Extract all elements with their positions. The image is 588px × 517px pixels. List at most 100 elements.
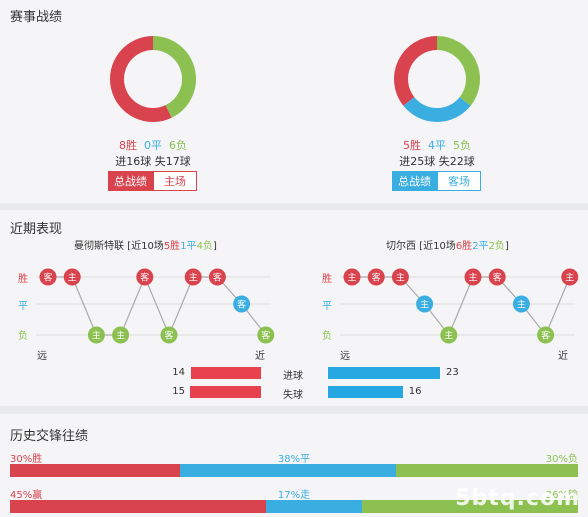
away-team-name: 切尔西 bbox=[386, 241, 416, 252]
form-venue-label: 客 bbox=[140, 272, 149, 284]
form-point-w bbox=[391, 268, 409, 286]
form-point-w bbox=[561, 268, 579, 286]
form-trend-line bbox=[48, 275, 267, 337]
away-axis-win: 胜 bbox=[322, 274, 332, 285]
goals-against-label: 失球 bbox=[283, 390, 303, 401]
bar-segment-loss bbox=[362, 500, 578, 513]
home-axis-win: 胜 bbox=[18, 274, 28, 285]
away-axis-draw: 平 bbox=[322, 301, 332, 312]
home-tab-overall[interactable]: 总战绩 bbox=[108, 171, 153, 191]
form-venue-label: 客 bbox=[372, 272, 381, 284]
home-team-name: 曼彻斯特联 bbox=[74, 241, 124, 252]
h2h-handicap-bar bbox=[10, 500, 578, 513]
form-venue-label: 主 bbox=[92, 330, 101, 342]
form-point-w bbox=[464, 268, 482, 286]
donut-slice-win bbox=[110, 36, 172, 122]
home-goals-for: 进16球 bbox=[115, 155, 152, 168]
donut-slice-loss bbox=[152, 36, 196, 118]
section-title: 赛事战绩 bbox=[10, 10, 63, 25]
bar-segment-draw bbox=[265, 500, 363, 513]
form-point-l bbox=[440, 326, 458, 344]
form-point-l bbox=[87, 326, 105, 344]
home-goals-for-bar bbox=[190, 367, 261, 379]
bar-segment-loss bbox=[396, 464, 578, 477]
home-goals-against-value: 15 bbox=[172, 386, 185, 397]
form-venue-label: 主 bbox=[468, 272, 477, 284]
home-axis-far: 远 bbox=[37, 351, 47, 362]
home-goals-against-bar bbox=[190, 386, 261, 398]
away-goals-against-value: 16 bbox=[408, 386, 422, 397]
home-form-draws: 1平 bbox=[180, 241, 197, 252]
home-form-wins: 5胜 bbox=[163, 241, 181, 252]
section-title: 近期表现 bbox=[10, 222, 63, 237]
home-tab-home[interactable]: 主场 bbox=[153, 171, 197, 191]
form-point-l bbox=[112, 326, 130, 344]
home-form-losses: 4负 bbox=[196, 241, 213, 252]
watermark-logo: 5btq.com bbox=[455, 486, 580, 511]
home-losses: 6负 bbox=[169, 139, 187, 152]
away-form-wins: 6胜 bbox=[455, 241, 473, 252]
form-venue-label: 主 bbox=[444, 330, 453, 342]
home-axis-draw: 平 bbox=[18, 301, 28, 312]
away-form-suffix: ] bbox=[504, 241, 509, 252]
form-venue-label: 客 bbox=[43, 272, 52, 284]
away-goals-summary: 进25球 失22球 bbox=[387, 153, 487, 169]
form-point-d bbox=[512, 295, 530, 313]
bar-segment-draw bbox=[180, 464, 397, 477]
form-venue-label: 主 bbox=[347, 272, 356, 284]
form-trend-line bbox=[352, 276, 571, 337]
form-point-w bbox=[343, 268, 361, 286]
home-wins: 8胜 bbox=[119, 139, 137, 152]
away-axis-far: 远 bbox=[340, 351, 350, 362]
away-goals-for-value: 23 bbox=[446, 367, 459, 378]
away-goals-against: 失22球 bbox=[438, 155, 475, 168]
away-axis-loss: 负 bbox=[322, 331, 332, 342]
form-venue-label: 客 bbox=[164, 330, 173, 342]
season-record-panel: 赛事战绩 8胜 0平 6负 进16球 失17球 5胜 4平 5负 进25球 失2… bbox=[0, 0, 588, 203]
form-point-l bbox=[537, 326, 555, 344]
away-tab-overall[interactable]: 总战绩 bbox=[392, 171, 437, 191]
form-venue-label: 主 bbox=[116, 330, 125, 342]
h2h-draw-pct: 38%平 bbox=[277, 454, 311, 465]
home-form-prefix: [近10场 bbox=[124, 241, 164, 252]
form-point-d bbox=[416, 295, 434, 313]
section-title: 历史交锋往绩 bbox=[10, 429, 89, 444]
recent-form-panel: 近期表现 曼彻斯特联 [近10场5胜1平4负] 切尔西 [近10场6胜2平2负]… bbox=[0, 210, 588, 406]
head-to-head-panel: 历史交锋往绩 30%胜 38%平 30%负 45%赢 17%走 36%输 5bt… bbox=[0, 414, 588, 517]
away-form-header: 切尔西 [近10场6胜2平2负] bbox=[386, 237, 509, 252]
away-tab-away[interactable]: 客场 bbox=[437, 171, 481, 191]
form-venue-label: 客 bbox=[261, 330, 270, 342]
away-record-donut bbox=[394, 36, 480, 122]
home-form-chart: 客主主 主客客主 客客客 bbox=[36, 268, 275, 344]
bar-segment-win bbox=[10, 500, 266, 513]
form-venue-label: 主 bbox=[68, 272, 77, 284]
away-wins: 5胜 bbox=[403, 139, 421, 152]
away-form-chart: 主客主主主主 客主客主 bbox=[340, 268, 579, 344]
away-axis-near: 近 bbox=[558, 351, 568, 362]
form-point-w bbox=[63, 268, 81, 286]
form-venue-label: 客 bbox=[493, 272, 502, 284]
form-venue-label: 主 bbox=[396, 272, 405, 284]
form-point-w bbox=[39, 268, 57, 286]
home-record-donut bbox=[110, 36, 196, 122]
home-axis-loss: 负 bbox=[18, 331, 28, 342]
form-point-d bbox=[233, 295, 251, 313]
home-draws: 0平 bbox=[144, 139, 162, 152]
form-point-w bbox=[488, 268, 506, 286]
form-point-w bbox=[208, 268, 226, 286]
home-goals-summary: 进16球 失17球 bbox=[103, 153, 203, 169]
home-form-suffix: ] bbox=[212, 241, 217, 252]
donut-slice-loss bbox=[436, 36, 480, 106]
away-form-prefix: [近10场 bbox=[416, 241, 456, 252]
form-point-l bbox=[160, 326, 178, 344]
away-record-summary: 5胜 4平 5负 bbox=[387, 137, 487, 153]
form-point-w bbox=[184, 268, 202, 286]
home-form-header: 曼彻斯特联 [近10场5胜1平4负] bbox=[74, 237, 217, 252]
form-point-w bbox=[367, 268, 385, 286]
away-form-losses: 2负 bbox=[488, 241, 505, 252]
goals-for-label: 进球 bbox=[283, 371, 303, 382]
bar-segment-win bbox=[10, 464, 181, 477]
h2h-win-pct: 30%胜 bbox=[10, 454, 43, 465]
form-venue-label: 客 bbox=[237, 299, 246, 311]
h2h-result-bar bbox=[10, 464, 578, 477]
